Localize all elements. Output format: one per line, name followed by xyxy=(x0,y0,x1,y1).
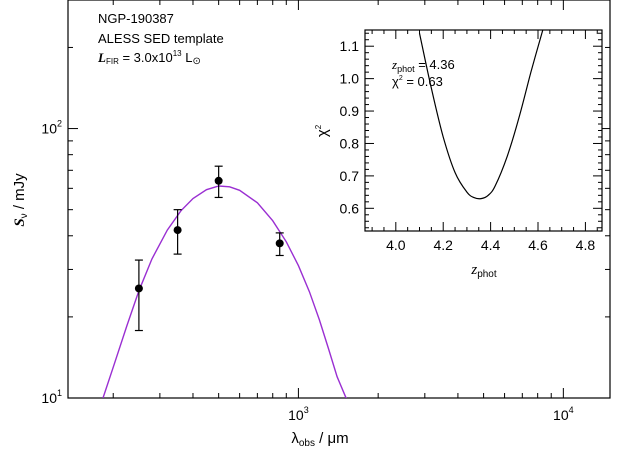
inset-x-tick-label: 4.4 xyxy=(481,237,501,253)
photometry-points xyxy=(134,165,284,332)
lfir-unit: L xyxy=(182,50,193,65)
template-legend-label: ALESS SED template xyxy=(98,31,224,46)
inset-x-tick-label: 4.0 xyxy=(386,237,406,253)
inset-y-label-chi: χ xyxy=(314,129,331,137)
main-ticks xyxy=(68,0,610,399)
inset-y-tick-label: 0.9 xyxy=(340,103,360,119)
data-marker xyxy=(173,226,182,235)
lfir-subscript: FIR xyxy=(106,57,119,66)
main-tick-labels: 103 104 101 102 xyxy=(41,119,573,423)
zphot-annotation: zphot = 4.36 xyxy=(391,57,455,74)
x-tick-label: 104 xyxy=(553,405,574,423)
x-label-unit: / μm xyxy=(315,430,349,447)
lambda-symbol: λ xyxy=(291,430,299,447)
x-label-subscript: obs xyxy=(299,438,315,449)
inset-y-tick-label: 1.0 xyxy=(340,71,360,87)
y-tick-label: 102 xyxy=(41,119,62,137)
inset-x-axis-label: zphot xyxy=(470,262,497,280)
inset-x-tick-label: 4.2 xyxy=(433,237,453,253)
inset-frame xyxy=(364,29,603,232)
inset-y-tick-label: 0.6 xyxy=(340,200,360,216)
z-value: = 4.36 xyxy=(415,57,455,72)
data-marker xyxy=(134,284,143,293)
lfir-symbol: L xyxy=(97,50,106,65)
inset-ticks xyxy=(365,30,602,231)
inset-axes: 4.0 4.2 4.4 4.6 4.8 0.6 0.7 0.8 0.9 1.0 1.1 zphot … xyxy=(314,29,603,280)
inset-tick-labels: 4.0 4.2 4.4 4.6 4.8 0.6 0.7 0.8 0.9 1.0 1.1 xyxy=(340,38,596,253)
source-name-label: NGP-190387 xyxy=(98,11,174,26)
chi2-value: = 0.63 xyxy=(403,74,443,89)
chi-superscript: 2 xyxy=(399,75,403,82)
inset-y-tick-label: 1.1 xyxy=(340,38,360,54)
inset-x-label-z: z xyxy=(470,262,477,278)
data-point xyxy=(134,259,143,332)
s-symbol: S xyxy=(12,218,28,226)
main-frame xyxy=(67,0,611,399)
main-y-axis-label: Sν / mJy xyxy=(11,173,30,227)
data-marker xyxy=(214,176,223,185)
lfir-value: = 3.0x10 xyxy=(119,50,173,65)
inset-y-axis-label: χ2 xyxy=(314,124,331,137)
chi-symbol: χ xyxy=(392,74,399,89)
data-marker xyxy=(275,239,284,248)
inset-y-label-superscript: 2 xyxy=(314,124,323,129)
x-tick-label: 103 xyxy=(288,405,309,423)
sed-template-curve xyxy=(102,185,347,398)
inset-x-label-subscript: phot xyxy=(477,269,497,280)
y-label-unit: / mJy xyxy=(11,173,28,213)
inset-x-tick-label: 4.6 xyxy=(528,237,548,253)
lfir-exponent: 13 xyxy=(173,49,182,58)
data-point xyxy=(214,165,223,199)
chi2-curve xyxy=(418,30,544,200)
y-tick-label: 101 xyxy=(41,388,62,406)
main-x-axis-label: λobs / μm xyxy=(291,430,348,449)
lfir-annotation: LFIR = 3.0x1013 L⊙ xyxy=(97,49,201,67)
data-point xyxy=(173,209,182,255)
data-point xyxy=(275,232,284,257)
z-symbol: z xyxy=(391,57,397,72)
chi2-annotation: χ2 = 0.63 xyxy=(392,74,443,89)
legend: NGP-190387 ALESS SED template LFIR = 3.0… xyxy=(97,11,224,67)
inset-y-tick-label: 0.7 xyxy=(340,168,360,184)
inset-y-tick-label: 0.8 xyxy=(340,135,360,151)
z-subscript: phot xyxy=(397,64,415,74)
inset-x-tick-label: 4.8 xyxy=(576,237,596,253)
sun-symbol: ⊙ xyxy=(192,56,200,67)
nu-subscript: ν xyxy=(19,213,30,218)
main-axes: 103 104 101 102 xyxy=(41,0,611,423)
